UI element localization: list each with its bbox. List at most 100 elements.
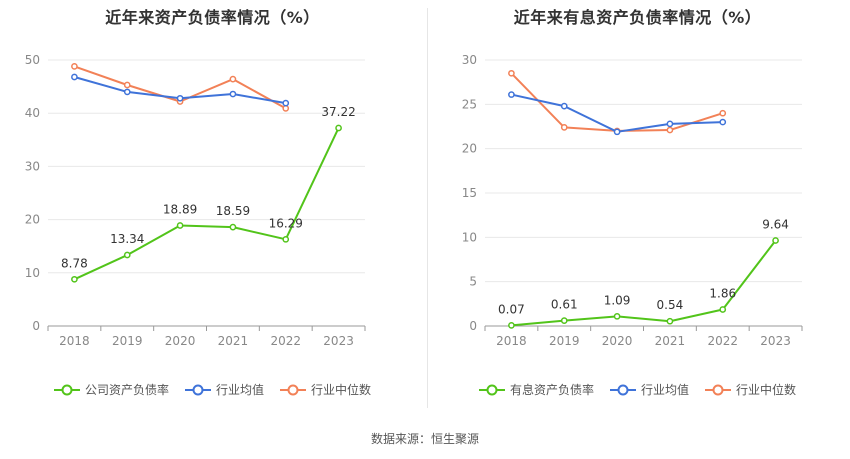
- series-line: [511, 93, 723, 133]
- y-tick-label: 10: [25, 266, 40, 280]
- legend-item[interactable]: 行业均值: [609, 381, 689, 398]
- x-tick-label: 2021: [655, 334, 686, 348]
- legend-marker: [192, 384, 204, 395]
- legend-label: 公司资产负债率: [84, 383, 169, 397]
- data-label: 13.34: [110, 232, 144, 246]
- x-tick-label: 2023: [323, 334, 354, 348]
- x-tick-label: 2021: [218, 334, 249, 348]
- x-tick-label: 2019: [549, 334, 580, 348]
- data-point: [71, 73, 78, 81]
- y-tick-label: 25: [462, 97, 477, 111]
- data-label: 9.64: [762, 218, 789, 232]
- data-label: 37.22: [321, 105, 355, 119]
- y-tick-label: 5: [469, 275, 477, 289]
- x-tick-label: 2023: [760, 334, 791, 348]
- legend-marker: [712, 384, 724, 395]
- data-point: [282, 235, 290, 243]
- data-label: 0.07: [498, 302, 525, 316]
- legend-item[interactable]: 行业中位数: [705, 381, 796, 398]
- x-tick-label: 2019: [112, 334, 143, 348]
- data-point: [719, 109, 727, 117]
- data-point: [71, 275, 78, 283]
- x-tick-label: 2020: [602, 334, 633, 348]
- legend-swatch-icon: [478, 384, 505, 395]
- legend-item[interactable]: 行业均值: [184, 381, 264, 398]
- y-tick-label: 30: [25, 159, 40, 173]
- x-tick-label: 2020: [165, 334, 196, 348]
- chart-title: 近年来有息资产负债率情况（%）: [513, 8, 762, 27]
- data-point: [123, 81, 131, 89]
- legend-swatch-icon: [280, 384, 306, 395]
- chart-panel-right: 近年来有息资产负债率情况（%） 0 5 10 15 20 25 30 2018 2019 2020…: [425, 0, 850, 420]
- chart-legend: 公司资产负债率 行业均值 行业中位数: [0, 381, 425, 398]
- legend-swatch-icon: [705, 384, 731, 395]
- x-tick-label: 2022: [270, 334, 301, 348]
- data-label: 18.89: [163, 203, 197, 217]
- series-line: [73, 127, 340, 281]
- data-point: [123, 88, 131, 96]
- data-point: [229, 223, 237, 231]
- legend-item[interactable]: 有息资产负债率: [478, 381, 594, 398]
- legend-label: 有息资产负债率: [509, 383, 594, 397]
- legend-marker: [61, 384, 73, 395]
- y-tick-label: 40: [25, 106, 40, 120]
- data-label: 1.86: [709, 287, 736, 301]
- data-point: [508, 91, 515, 98]
- data-point: [176, 222, 184, 229]
- data-point: [719, 306, 727, 313]
- data-label: 0.61: [551, 298, 578, 312]
- chart-legend: 有息资产负债率 行业均值 行业中位数: [425, 381, 850, 398]
- line-chart: 0 10 20 30 40 50 2018 2019 2020 2021 2022 2023 8.78 1…: [25, 53, 366, 348]
- y-tick-label: 20: [462, 142, 477, 156]
- x-tick-label: 2018: [496, 334, 527, 348]
- data-point: [560, 102, 568, 110]
- series-line: [511, 239, 777, 327]
- data-point: [176, 94, 184, 102]
- x-tick-label: 2022: [707, 334, 738, 348]
- data-source-note: 数据来源：恒生聚源: [370, 432, 479, 446]
- y-tick-label: 30: [462, 53, 477, 67]
- data-point: [772, 237, 779, 244]
- data-label: 8.78: [61, 256, 88, 270]
- legend-marker: [486, 384, 498, 395]
- legend-swatch-icon: [53, 384, 80, 395]
- data-point: [229, 90, 237, 98]
- chart-panel-left: 近年来资产负债率情况（%） 0 10 20 30 40 50 2018 2019 2020 202…: [0, 0, 425, 420]
- data-point: [282, 99, 290, 107]
- legend-label: 行业均值: [640, 383, 689, 397]
- data-label: 0.54: [657, 298, 684, 312]
- data-label: 1.09: [604, 293, 631, 307]
- data-label: 18.59: [216, 204, 250, 218]
- y-tick-label: 0: [32, 319, 40, 333]
- y-tick-label: 0: [469, 319, 477, 333]
- legend-item[interactable]: 公司资产负债率: [53, 381, 169, 398]
- legend-label: 行业中位数: [736, 383, 797, 397]
- line-chart: 0 5 10 15 20 25 30 2018 2019 2020 2021 2022 2023 0.07…: [462, 53, 803, 348]
- legend-marker: [287, 384, 299, 395]
- legend-label: 行业中位数: [311, 383, 372, 397]
- y-tick-label: 20: [25, 213, 40, 227]
- data-point: [335, 124, 342, 132]
- data-point: [719, 118, 727, 126]
- data-point: [666, 120, 674, 128]
- data-point: [508, 322, 515, 329]
- y-tick-label: 10: [462, 230, 477, 244]
- y-tick-label: 50: [25, 53, 40, 67]
- legend-marker: [617, 384, 629, 395]
- y-tick-label: 15: [462, 186, 477, 200]
- data-point: [282, 105, 290, 112]
- data-point: [613, 312, 621, 320]
- panel-divider: [427, 8, 428, 408]
- chart-title: 近年来资产负债率情况（%）: [105, 8, 320, 27]
- legend-label: 行业均值: [215, 383, 264, 397]
- legend-item[interactable]: 行业中位数: [280, 381, 371, 398]
- data-point: [508, 69, 515, 77]
- data-point: [123, 251, 131, 259]
- data-point: [229, 75, 237, 83]
- data-point: [613, 128, 621, 136]
- legend-swatch-icon: [609, 384, 636, 395]
- data-point: [666, 317, 674, 325]
- data-point: [560, 124, 568, 131]
- legend-swatch-icon: [184, 384, 211, 395]
- data-point: [666, 126, 674, 134]
